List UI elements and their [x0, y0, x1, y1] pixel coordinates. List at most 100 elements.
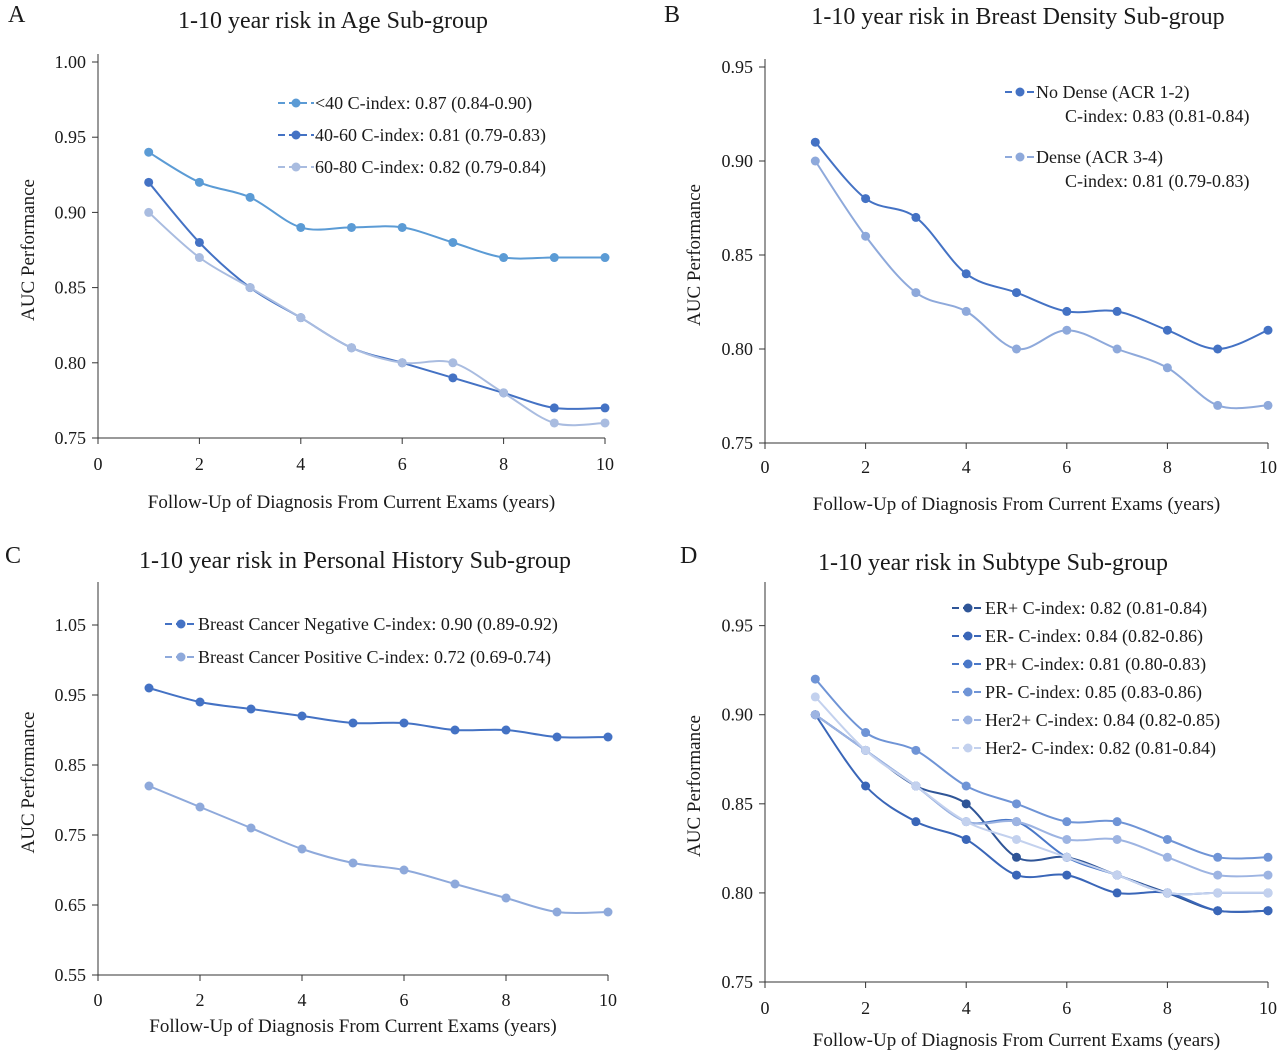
data-point — [810, 692, 820, 702]
legend-swatch-marker — [291, 162, 301, 172]
data-point — [1263, 400, 1273, 410]
data-point — [399, 865, 409, 875]
data-point — [1112, 870, 1122, 880]
data-point — [861, 745, 871, 755]
data-point — [1062, 834, 1072, 844]
x-tick-label: 4 — [962, 457, 971, 477]
data-point — [1213, 870, 1223, 880]
data-point — [348, 858, 358, 868]
legend-swatch-marker — [176, 652, 186, 662]
legend-label: 60-80 C-index: 0.82 (0.79-0.84) — [315, 157, 546, 178]
legend-label-line2: C-index: 0.81 (0.79-0.83) — [1065, 171, 1249, 192]
legend-label: Dense (ACR 3-4) — [1036, 147, 1163, 168]
y-tick-label: 0.95 — [722, 57, 754, 77]
legend-swatch-marker — [1015, 87, 1025, 97]
data-point — [1112, 888, 1122, 898]
data-point — [1062, 870, 1072, 880]
data-point — [501, 893, 511, 903]
legend-label: No Dense (ACR 1-2) — [1036, 82, 1189, 103]
data-point — [195, 802, 205, 812]
chart-panel-b: B 1-10 year risk in Breast Density Sub-gr… — [664, 2, 1277, 515]
data-point — [144, 781, 154, 791]
y-tick-label: 0.65 — [55, 895, 87, 915]
y-tick-label: 0.85 — [722, 245, 754, 265]
data-point — [1012, 344, 1021, 354]
legend-swatch-marker — [963, 715, 973, 725]
y-tick-label: 0.95 — [55, 685, 87, 705]
x-tick-label: 8 — [1163, 998, 1172, 1018]
data-point — [603, 732, 613, 742]
y-tick-label: 0.90 — [722, 705, 754, 725]
x-tick-label: 2 — [196, 990, 205, 1010]
data-point — [961, 306, 971, 316]
chart-title: 1-10 year risk in Age Sub-group — [178, 8, 488, 34]
panel-letter: C — [5, 543, 21, 569]
y-tick-label: 0.85 — [55, 755, 87, 775]
data-point — [552, 907, 562, 917]
panel-letter: A — [8, 2, 26, 28]
x-tick-label: 6 — [1062, 998, 1071, 1018]
legend-label: ER- C-index: 0.84 (0.82-0.86) — [985, 626, 1203, 647]
x-tick-label: 8 — [1163, 457, 1172, 477]
x-tick-label: 0 — [761, 998, 770, 1018]
x-axis-label: Follow-Up of Diagnosis From Current Exam… — [813, 1030, 1220, 1051]
data-point — [194, 237, 204, 247]
data-point — [1213, 852, 1223, 862]
data-point — [246, 823, 256, 833]
y-axis-label: AUC Performance — [684, 184, 705, 326]
data-point — [1263, 325, 1273, 335]
data-point — [600, 253, 610, 263]
panel-letter: D — [680, 543, 697, 569]
data-point — [861, 194, 871, 204]
data-point — [861, 781, 871, 791]
data-point — [1112, 344, 1122, 354]
data-point — [549, 253, 559, 263]
x-tick-label: 6 — [400, 990, 409, 1010]
legend-label-line2: C-index: 0.83 (0.81-0.84) — [1065, 106, 1249, 127]
y-tick-label: 0.95 — [55, 127, 87, 147]
series-line — [814, 160, 1269, 410]
y-axis-label: AUC Performance — [18, 179, 39, 321]
y-tick-label: 0.75 — [722, 433, 754, 453]
panel-letter: B — [664, 2, 680, 28]
data-point — [1162, 325, 1172, 335]
data-point — [1062, 306, 1072, 316]
y-tick-label: 0.90 — [722, 151, 754, 171]
series-line — [814, 678, 1269, 860]
data-point — [245, 283, 255, 293]
legend-swatch-marker — [291, 98, 301, 108]
chart-panel-c: C 1-10 year risk in Personal History Sub-… — [5, 543, 617, 1037]
x-tick-label: 2 — [861, 998, 870, 1018]
legend-label: Her2+ C-index: 0.84 (0.82-0.85) — [985, 710, 1220, 731]
data-point — [810, 137, 820, 147]
series-line — [148, 687, 609, 739]
data-point — [1112, 817, 1122, 827]
legend-label: Breast Cancer Positive C-index: 0.72 (0.… — [198, 647, 551, 668]
y-axis-label: AUC Performance — [18, 712, 39, 854]
y-tick-label: 0.85 — [55, 278, 87, 298]
data-point — [397, 358, 407, 368]
data-point — [348, 718, 358, 728]
x-tick-label: 8 — [502, 990, 511, 1010]
x-axis-label: Follow-Up of Diagnosis From Current Exam… — [148, 492, 555, 513]
chart-title: 1-10 year risk in Subtype Sub-group — [818, 550, 1168, 576]
x-tick-label: 10 — [1259, 457, 1277, 477]
x-tick-label: 4 — [298, 990, 307, 1010]
chart-panel-d: D 1-10 year risk in Subtype Sub-group 0.75… — [680, 543, 1277, 1051]
x-tick-label: 2 — [195, 454, 204, 474]
data-point — [1012, 870, 1021, 880]
data-point — [600, 418, 610, 428]
x-tick-label: 10 — [1259, 998, 1277, 1018]
data-point — [549, 418, 559, 428]
x-axis-label: Follow-Up of Diagnosis From Current Exam… — [149, 1016, 556, 1037]
data-point — [448, 358, 458, 368]
series-line — [814, 714, 1269, 914]
data-point — [1162, 852, 1172, 862]
x-tick-label: 8 — [499, 454, 508, 474]
data-point — [397, 222, 407, 232]
data-point — [194, 177, 204, 187]
series-line — [148, 151, 605, 260]
data-point — [1012, 834, 1021, 844]
data-point — [810, 710, 820, 720]
data-point — [961, 269, 971, 279]
